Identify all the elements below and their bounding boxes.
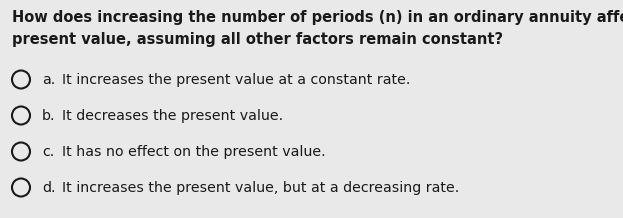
Text: It decreases the present value.: It decreases the present value. [62, 109, 283, 123]
Text: It increases the present value, but at a decreasing rate.: It increases the present value, but at a… [62, 181, 459, 194]
Text: a.: a. [42, 73, 55, 87]
Text: How does increasing the number of periods (n) in an ordinary annuity affect its: How does increasing the number of period… [12, 10, 623, 25]
Text: It has no effect on the present value.: It has no effect on the present value. [62, 145, 326, 158]
Text: b.: b. [42, 109, 55, 123]
Text: c.: c. [42, 145, 54, 158]
Text: It increases the present value at a constant rate.: It increases the present value at a cons… [62, 73, 411, 87]
Text: present value, assuming all other factors remain constant?: present value, assuming all other factor… [12, 32, 503, 47]
Text: d.: d. [42, 181, 55, 194]
